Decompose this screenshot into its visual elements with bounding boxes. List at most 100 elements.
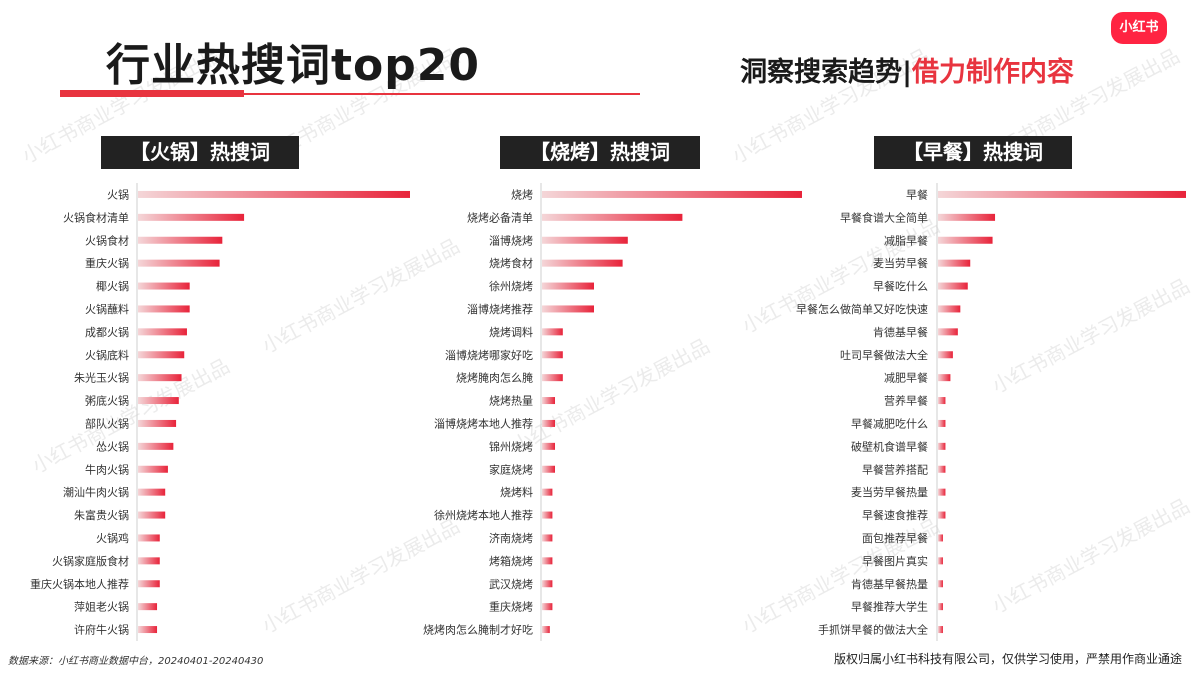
category-label: 成都火锅: [85, 326, 129, 339]
category-label: 手抓饼早餐的做法大全: [818, 623, 928, 637]
category-label: 徐州烧烤: [489, 279, 533, 293]
data-source-note: 数据来源：小红书商业数据中台，20240401-20240430: [8, 656, 264, 667]
category-label: 麦当劳早餐热量: [851, 485, 928, 499]
bar: [138, 328, 187, 336]
category-label: 家庭烧烤: [489, 462, 533, 476]
bar: [542, 236, 628, 244]
category-label: 麦当劳早餐: [873, 256, 928, 270]
bar: [138, 236, 223, 244]
bar: [938, 259, 971, 267]
bar: [542, 603, 553, 611]
category-label: 济南烧烤: [489, 531, 533, 545]
bar: [138, 442, 174, 450]
bar: [542, 305, 594, 313]
bar: [542, 259, 623, 267]
category-label: 早餐: [906, 187, 928, 201]
panel-header-breakfast: 【早餐】热搜词: [874, 136, 1072, 169]
tagline-left: 洞察搜索趋势|: [740, 57, 912, 88]
category-label: 潮汕牛肉火锅: [63, 485, 129, 499]
category-label: 粥底火锅: [85, 394, 129, 408]
bar: [138, 465, 168, 473]
bar: [138, 488, 166, 496]
page-title: 行业热搜词top20: [106, 40, 480, 91]
bar: [138, 351, 185, 359]
category-label: 烧烤调料: [489, 325, 533, 339]
category-label: 牛肉火锅: [85, 462, 129, 476]
bar: [938, 465, 946, 473]
category-label: 朱富贵火锅: [74, 508, 129, 522]
category-label: 早餐营养搭配: [862, 462, 928, 476]
bar: [138, 626, 158, 634]
bar: [138, 213, 245, 221]
category-label: 早餐推荐大学生: [851, 600, 928, 614]
bar: [542, 282, 594, 290]
bar: [542, 465, 555, 473]
bar: [542, 190, 802, 198]
xiaohongshu-logo: 小红书: [1111, 12, 1167, 44]
copyright-note: 版权归属小红书科技有限公司，仅供学习使用，严禁用作商业通途: [833, 652, 1182, 666]
bar: [542, 557, 553, 565]
bar: [938, 488, 946, 496]
category-label: 火锅蘸料: [85, 302, 129, 316]
bar: [542, 580, 553, 588]
category-label: 部队火锅: [85, 416, 129, 430]
bar: [542, 419, 555, 427]
bar: [938, 328, 958, 336]
bar: [542, 374, 563, 382]
bar: [938, 442, 946, 450]
bar: [938, 374, 951, 382]
bar: [138, 305, 190, 313]
category-label: 许府牛火锅: [74, 623, 129, 637]
bar: [138, 190, 410, 198]
bar: [138, 580, 160, 588]
category-label: 火锅鸡: [96, 531, 129, 545]
category-label: 怂火锅: [96, 440, 129, 453]
bar: [138, 511, 166, 519]
bar: [938, 534, 943, 542]
category-label: 破壁机食谱早餐: [851, 439, 928, 453]
bar: [938, 213, 996, 221]
category-label: 淄博烧烤推荐: [467, 302, 533, 316]
bar: [938, 236, 993, 244]
bar: [138, 419, 177, 427]
category-label: 肯德基早餐: [873, 325, 928, 339]
category-label: 淄博烧烤哪家好吃: [445, 348, 533, 362]
bar: [542, 511, 553, 519]
category-label: 火锅食材: [85, 233, 129, 247]
bar: [542, 488, 553, 496]
bar: [938, 190, 1186, 198]
bar: [938, 282, 968, 290]
bar: [938, 351, 953, 359]
bar: [938, 603, 943, 611]
title-accent-bar: [60, 90, 244, 97]
bar: [138, 259, 220, 267]
category-label: 烤箱烧烤: [489, 554, 533, 568]
bar: [938, 626, 943, 634]
title-underline: [60, 93, 640, 95]
category-label: 早餐吃什么: [873, 279, 928, 293]
category-label: 重庆烧烤: [489, 600, 533, 614]
category-label: 早餐怎么做简单又好吃快速: [796, 302, 928, 316]
category-label: 早餐食谱大全简单: [840, 210, 928, 224]
bar: [542, 213, 683, 221]
bar: [542, 534, 553, 542]
category-label: 淄博烧烤: [489, 233, 533, 247]
category-label: 淄博烧烤本地人推荐: [434, 416, 533, 430]
bar: [938, 305, 961, 313]
category-label: 减脂早餐: [884, 233, 928, 247]
category-label: 烧烤: [511, 187, 533, 201]
category-label: 烧烤必备清单: [467, 210, 533, 224]
bar: [542, 442, 555, 450]
category-label: 火锅底料: [85, 348, 129, 362]
category-label: 早餐减肥吃什么: [851, 416, 928, 430]
category-label: 肯德基早餐热量: [851, 577, 928, 591]
category-label: 烧烤肉怎么腌制才好吃: [423, 623, 533, 637]
category-label: 烧烤腌肉怎么腌: [456, 371, 533, 385]
category-label: 火锅食材清单: [63, 210, 129, 224]
category-label: 萍姐老火锅: [74, 600, 129, 614]
category-label: 武汉烧烤: [489, 577, 533, 591]
bar: [542, 351, 563, 359]
category-label: 面包推荐早餐: [862, 531, 928, 545]
bar: [938, 511, 946, 519]
